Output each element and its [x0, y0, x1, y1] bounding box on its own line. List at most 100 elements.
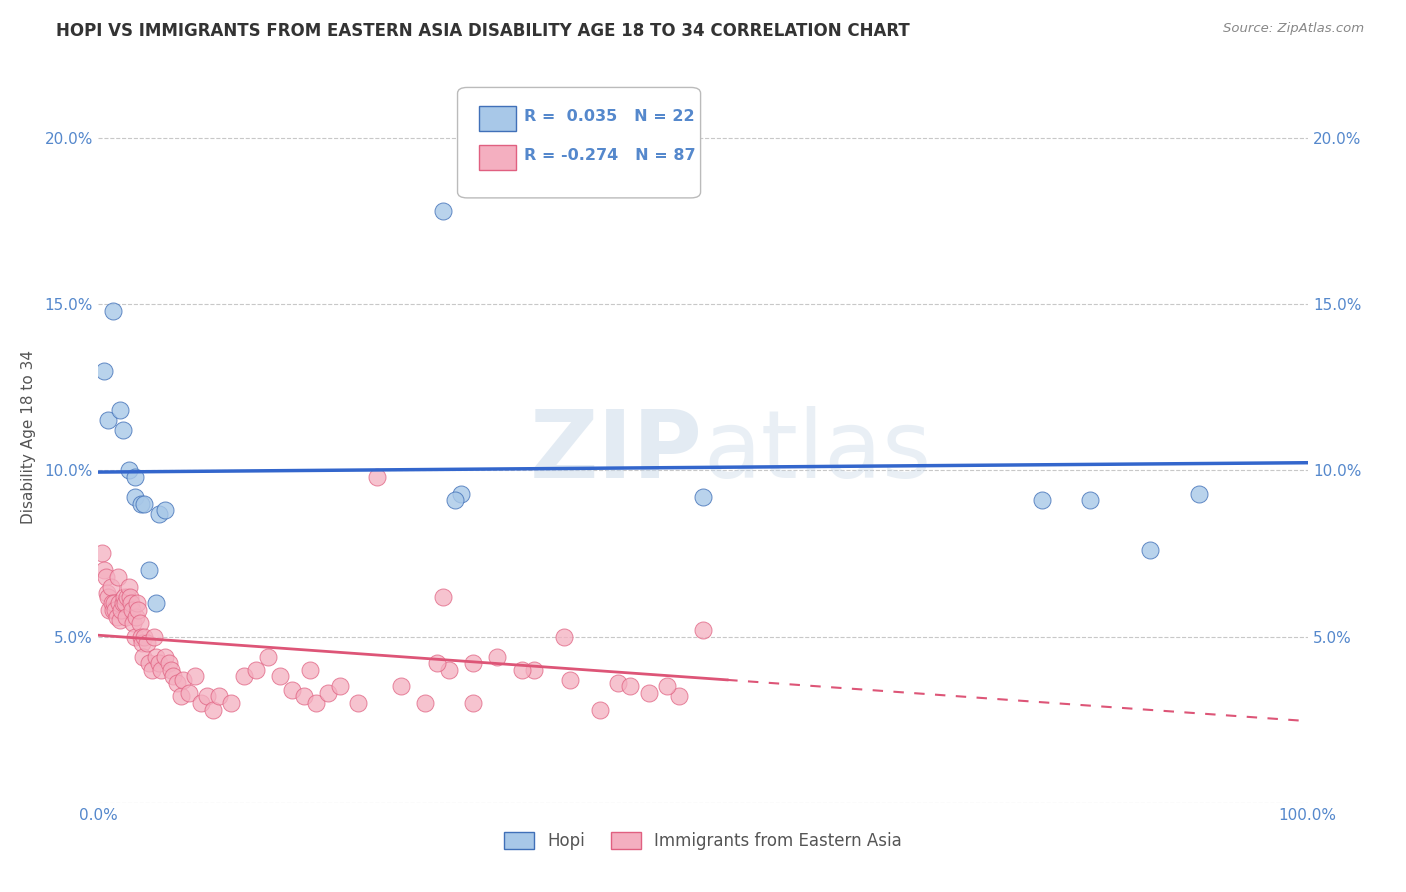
Point — [245, 663, 267, 677]
Point — [162, 669, 184, 683]
Point — [138, 656, 160, 670]
Point — [118, 463, 141, 477]
Point — [463, 696, 485, 710]
Point — [389, 680, 412, 694]
Point — [145, 596, 167, 610]
Point — [558, 673, 581, 687]
Point — [121, 603, 143, 617]
Point — [184, 669, 207, 683]
Point — [347, 696, 370, 710]
Y-axis label: Disability Age 18 to 34: Disability Age 18 to 34 — [21, 350, 37, 524]
Point — [523, 663, 546, 677]
FancyBboxPatch shape — [479, 106, 516, 131]
Point — [444, 493, 467, 508]
Point — [668, 690, 690, 704]
Text: atlas: atlas — [703, 406, 931, 498]
Point — [135, 636, 157, 650]
Point — [553, 630, 575, 644]
Point — [463, 656, 485, 670]
Point — [153, 649, 176, 664]
Point — [132, 649, 155, 664]
Point — [98, 603, 121, 617]
Text: HOPI VS IMMIGRANTS FROM EASTERN ASIA DISABILITY AGE 18 TO 34 CORRELATION CHART: HOPI VS IMMIGRANTS FROM EASTERN ASIA DIS… — [56, 22, 910, 40]
Point — [190, 696, 212, 710]
Point — [97, 590, 120, 604]
Point — [108, 596, 131, 610]
Point — [692, 623, 714, 637]
Point — [117, 590, 139, 604]
Point — [129, 630, 152, 644]
Point — [202, 703, 225, 717]
Point — [292, 690, 315, 704]
Point — [281, 682, 304, 697]
Point — [607, 676, 630, 690]
Point — [305, 696, 328, 710]
Point — [692, 490, 714, 504]
FancyBboxPatch shape — [479, 145, 516, 170]
Point — [195, 690, 218, 704]
Point — [160, 663, 183, 677]
Point — [316, 686, 339, 700]
Point — [1031, 493, 1053, 508]
Point — [134, 497, 156, 511]
Point — [93, 563, 115, 577]
Point — [172, 673, 194, 687]
Point — [1078, 493, 1101, 508]
Point — [138, 563, 160, 577]
Point — [148, 656, 170, 670]
Point — [432, 590, 454, 604]
Point — [124, 630, 146, 644]
Point — [112, 590, 135, 604]
Point — [111, 596, 134, 610]
Point — [115, 609, 138, 624]
Point — [169, 690, 191, 704]
Point — [208, 690, 231, 704]
Point — [153, 503, 176, 517]
FancyBboxPatch shape — [457, 87, 700, 198]
Point — [128, 616, 150, 631]
Point — [426, 656, 449, 670]
Point — [93, 363, 115, 377]
Point — [118, 590, 141, 604]
Point — [413, 696, 436, 710]
Point — [96, 586, 118, 600]
Point — [510, 663, 533, 677]
Point — [256, 649, 278, 664]
Text: R = -0.274   N = 87: R = -0.274 N = 87 — [524, 148, 696, 163]
Point — [450, 486, 472, 500]
Point — [221, 696, 243, 710]
Point — [179, 686, 201, 700]
Point — [141, 663, 163, 677]
Point — [105, 609, 128, 624]
Point — [166, 676, 188, 690]
Point — [114, 596, 136, 610]
Point — [1139, 543, 1161, 558]
Point — [125, 609, 148, 624]
Legend: Hopi, Immigrants from Eastern Asia: Hopi, Immigrants from Eastern Asia — [498, 825, 908, 856]
Point — [157, 656, 180, 670]
Point — [148, 507, 170, 521]
Point — [486, 649, 509, 664]
Point — [269, 669, 291, 683]
Point — [143, 630, 166, 644]
Point — [655, 680, 678, 694]
Point — [329, 680, 352, 694]
Point — [120, 596, 142, 610]
Text: Source: ZipAtlas.com: Source: ZipAtlas.com — [1223, 22, 1364, 36]
Point — [637, 686, 659, 700]
Point — [94, 570, 117, 584]
Point — [366, 470, 388, 484]
Point — [437, 663, 460, 677]
Point — [129, 497, 152, 511]
Point — [619, 680, 641, 694]
Point — [110, 603, 132, 617]
Point — [103, 596, 125, 610]
Point — [432, 204, 454, 219]
Point — [108, 403, 131, 417]
Point — [91, 546, 114, 560]
Point — [150, 663, 173, 677]
Point — [1188, 486, 1211, 500]
Point — [134, 630, 156, 644]
Point — [232, 669, 254, 683]
Point — [101, 603, 124, 617]
